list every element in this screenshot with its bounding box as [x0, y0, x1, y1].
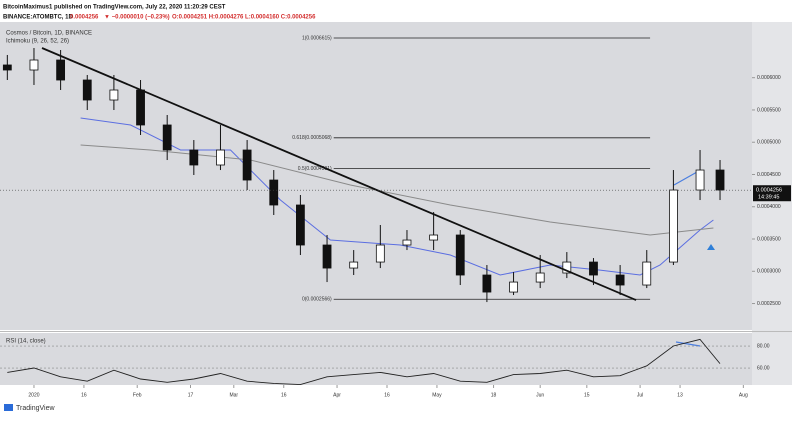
y-tick-label: 0.0003000 — [757, 269, 781, 275]
x-tick-label: Jun — [536, 392, 544, 398]
candle-body — [375, 244, 385, 263]
rsi-tick-label: 80.00 — [757, 343, 770, 349]
ohlc: O:0.0004251 H:0.0004276 L:0.0004160 C:0.… — [172, 15, 316, 21]
y-tick-label: 0.0005500 — [757, 107, 781, 113]
y-tick-label: 0.0006000 — [757, 75, 781, 81]
candle-body — [29, 59, 39, 71]
price-axis — [752, 22, 792, 385]
fib-label: 1(0.0006615) — [302, 35, 332, 41]
candle-body — [482, 274, 492, 293]
rsi-divergence-line — [675, 341, 701, 347]
published: BitcoinMaximus1 published on TradingView… — [3, 5, 226, 11]
x-tick-label: Mar — [229, 392, 238, 398]
y-tick-label: 0.0002500 — [757, 301, 781, 307]
last-price-label: 0.0004256 — [756, 188, 782, 194]
plot: 0.0002500 0.0003000 0.0003500 0.0004000 0.00… — [0, 35, 791, 398]
rsi-pane — [0, 333, 752, 385]
x-tick-label: 16 — [384, 392, 390, 398]
x-tick-label: May — [432, 392, 442, 398]
x-tick-label: 16 — [281, 392, 287, 398]
x-tick-label: 2020 — [28, 392, 39, 398]
alert-marker — [707, 244, 715, 250]
candle-body — [296, 204, 305, 246]
symbol: BINANCE:ATOMBTC, 1D — [3, 15, 73, 21]
y-tick-label: 0.0003500 — [757, 236, 781, 242]
x-tick-label: 15 — [584, 392, 590, 398]
chart-subtitle: Ichimoku (9, 26, 52, 26) — [6, 39, 69, 45]
y-tick-label: 0.0004500 — [757, 172, 781, 178]
candle-body — [695, 169, 705, 191]
fib-label: 0.618(0.0005068) — [292, 135, 332, 141]
candle-body — [669, 189, 678, 263]
candle-body — [535, 272, 545, 283]
y-tick-label: 0.0004000 — [757, 204, 781, 210]
candle-body — [242, 149, 252, 181]
candle-body — [402, 239, 412, 246]
brand: TradingView — [16, 405, 55, 412]
candle-body — [162, 124, 172, 151]
change: ▼ −0.0000010 (−0.23%) — [104, 15, 170, 21]
x-tick-label: 13 — [677, 392, 683, 398]
x-tick-label: 17 — [188, 392, 194, 398]
price-pane — [0, 22, 752, 330]
y-tick-label: 0.0005000 — [757, 140, 781, 146]
candle-body — [429, 234, 439, 241]
candle-body — [615, 274, 625, 286]
candle-body — [562, 261, 572, 274]
rsi-title: RSI (14, close) — [6, 339, 46, 345]
x-tick-label: 18 — [491, 392, 497, 398]
candle-body — [109, 89, 119, 101]
countdown: 14:39:45 — [758, 195, 779, 201]
x-tick-label: Jul — [637, 392, 643, 398]
candle-body — [349, 261, 359, 269]
candle-body — [509, 281, 518, 293]
x-tick-label: Feb — [133, 392, 142, 398]
price: 0.0004256 — [70, 15, 99, 21]
chart-title: Cosmos / Bitcoin, 1D, BINANCE — [6, 31, 92, 37]
candle-body — [322, 244, 332, 269]
candle-body — [2, 64, 12, 71]
rsi-tick-label: 60.00 — [757, 365, 770, 371]
fib-label: 0.5(0.0004591) — [298, 166, 332, 172]
candle-body — [189, 149, 199, 166]
candle-body — [455, 234, 465, 276]
last-price-box — [753, 185, 791, 202]
fib-label: 0(0.0002566) — [302, 297, 332, 303]
candle-body — [216, 149, 225, 166]
rsi-line — [7, 338, 721, 386]
candle-body — [715, 169, 725, 191]
candle-body — [642, 261, 652, 286]
candle-body — [136, 89, 145, 126]
brand-logo — [4, 404, 13, 411]
x-tick-label: 16 — [81, 392, 87, 398]
trendline — [41, 47, 637, 301]
candle-body — [589, 261, 598, 276]
candle-body — [82, 79, 92, 101]
x-tick-label: Aug — [739, 392, 748, 398]
candle-body — [269, 179, 279, 206]
candle-body — [56, 59, 66, 81]
divergence-line — [673, 171, 698, 186]
x-tick-label: Apr — [333, 392, 341, 398]
